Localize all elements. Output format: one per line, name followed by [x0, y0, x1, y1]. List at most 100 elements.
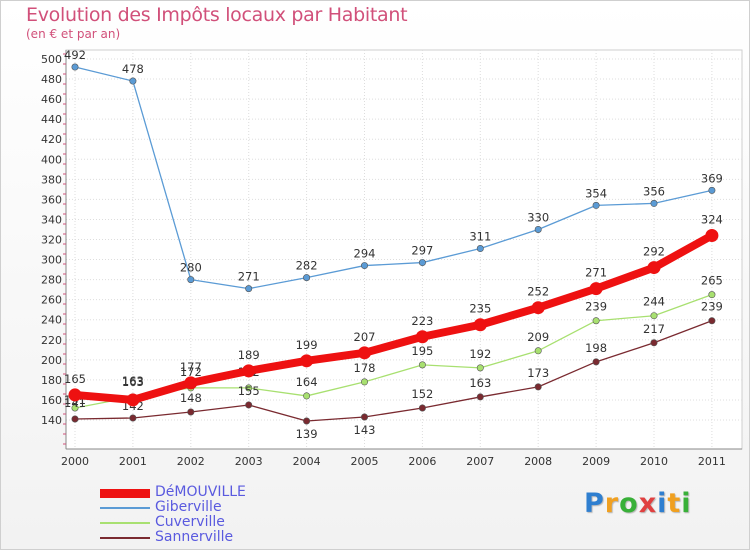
- data-point: [360, 262, 368, 270]
- data-point: [473, 318, 487, 332]
- x-tick-label: 2006: [408, 455, 436, 468]
- data-label: 223: [411, 314, 433, 328]
- data-label: 198: [585, 341, 607, 355]
- data-point: [534, 225, 542, 233]
- data-point: [415, 330, 429, 344]
- data-label: 239: [701, 300, 723, 314]
- data-label: 311: [469, 230, 491, 244]
- data-point: [534, 383, 542, 391]
- data-label: 354: [585, 186, 607, 200]
- legend-swatch: [100, 507, 150, 509]
- data-point: [650, 339, 658, 347]
- series-line-sannerville: [74, 320, 713, 422]
- data-point: [592, 358, 600, 366]
- logo-letter: o: [619, 488, 639, 519]
- data-label: 148: [180, 391, 202, 405]
- data-point: [647, 261, 661, 275]
- logo-letter: i: [657, 488, 668, 519]
- data-point: [418, 361, 426, 369]
- legend-swatch: [100, 488, 150, 498]
- data-point: [303, 274, 311, 282]
- data-label: 271: [238, 270, 260, 284]
- data-label: 369: [701, 171, 723, 185]
- data-label: 207: [354, 330, 376, 344]
- logo-letter: r: [604, 488, 620, 519]
- y-tick-label: 400: [41, 153, 62, 166]
- data-label: 189: [238, 348, 260, 362]
- x-tick-label: 2007: [466, 455, 494, 468]
- x-tick-label: 2009: [582, 455, 610, 468]
- y-tick-label: 380: [41, 173, 62, 186]
- data-point: [242, 364, 256, 378]
- data-label: 356: [643, 184, 665, 198]
- y-tick-label: 340: [41, 213, 62, 226]
- logo-letter: P: [584, 488, 605, 519]
- data-label: 217: [643, 322, 665, 336]
- data-label: 324: [701, 212, 723, 226]
- y-tick-label: 420: [41, 133, 62, 146]
- data-label: 265: [701, 274, 723, 288]
- y-tick-label: 220: [41, 334, 62, 347]
- data-label: 209: [527, 330, 549, 344]
- data-point: [358, 346, 371, 360]
- data-point: [184, 376, 198, 390]
- data-label: 244: [643, 295, 665, 309]
- x-tick-label: 2011: [698, 455, 726, 468]
- legend-swatch: [100, 522, 150, 524]
- data-point: [300, 354, 314, 368]
- data-point: [589, 282, 603, 296]
- data-label: 164: [296, 375, 318, 389]
- data-label: 330: [527, 210, 549, 224]
- data-point: [71, 63, 79, 71]
- y-tick-label: 160: [41, 394, 62, 407]
- data-point: [71, 415, 79, 423]
- data-label: 478: [122, 62, 144, 76]
- data-label: 192: [469, 347, 491, 361]
- data-point: [71, 404, 79, 412]
- data-label: 252: [527, 285, 549, 299]
- x-tick-label: 2003: [235, 455, 263, 468]
- x-tick-label: 2004: [293, 455, 321, 468]
- legend-label: DéMOUVILLE: [155, 484, 246, 500]
- data-point: [360, 378, 368, 386]
- data-point: [476, 245, 484, 253]
- data-point: [245, 285, 253, 293]
- data-label: 139: [296, 427, 318, 441]
- series-line-giberville: [74, 66, 713, 290]
- data-label: 235: [469, 302, 491, 316]
- data-label: 165: [64, 372, 86, 386]
- y-tick-label: 440: [41, 113, 62, 126]
- data-point: [705, 228, 719, 242]
- data-label: 173: [527, 366, 549, 380]
- y-tick-label: 300: [41, 254, 62, 267]
- data-point: [360, 413, 368, 421]
- data-point: [592, 317, 600, 325]
- data-point: [303, 392, 311, 400]
- data-point: [534, 347, 542, 355]
- data-label: 141: [64, 396, 86, 410]
- data-label: 199: [296, 338, 318, 352]
- x-tick-label: 2008: [524, 455, 552, 468]
- data-label: 492: [64, 48, 86, 62]
- data-label: 294: [354, 247, 376, 261]
- data-point: [531, 301, 545, 315]
- data-point: [187, 408, 195, 416]
- y-tick-label: 360: [41, 193, 62, 206]
- data-point: [476, 364, 484, 372]
- y-tick-label: 320: [41, 234, 62, 247]
- data-label: 163: [122, 374, 144, 388]
- y-tick-label: 260: [41, 294, 62, 307]
- data-point: [650, 312, 658, 320]
- logo-letter: t: [667, 488, 682, 519]
- data-point: [303, 417, 311, 425]
- x-tick-label: 2010: [640, 455, 668, 468]
- legend-label: Cuverville: [155, 514, 225, 530]
- data-label: 271: [585, 266, 607, 280]
- data-point: [129, 77, 137, 85]
- y-tick-label: 140: [41, 414, 62, 427]
- y-tick-label: 240: [41, 314, 62, 327]
- x-tick-label: 2005: [351, 455, 379, 468]
- y-tick-label: 200: [41, 354, 62, 367]
- data-point: [187, 276, 195, 284]
